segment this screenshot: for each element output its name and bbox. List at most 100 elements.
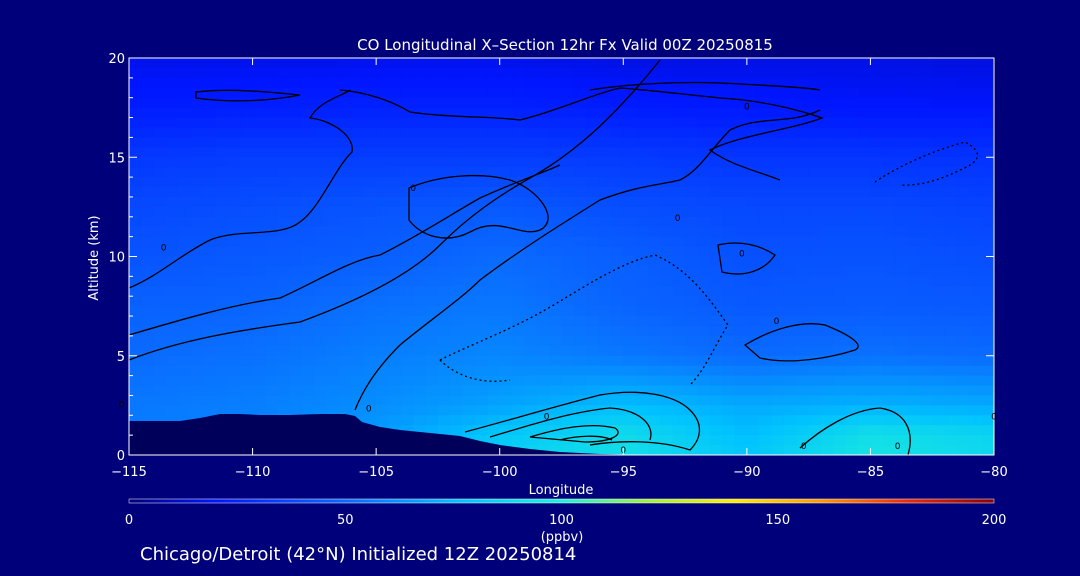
field-cell (499, 355, 513, 367)
field-cell (129, 157, 142, 168)
field-cell (722, 425, 736, 436)
field-cell (573, 415, 587, 426)
field-cell (672, 325, 686, 337)
field-cell (821, 177, 834, 188)
field-cell (376, 276, 390, 287)
field-cell (413, 236, 427, 248)
field-cell (932, 415, 946, 426)
field-cell (487, 256, 501, 268)
field-cell (264, 296, 278, 307)
field-cell (129, 256, 142, 268)
field-cell (512, 425, 526, 436)
field-cell (178, 157, 192, 168)
field-cell (660, 435, 674, 446)
field-cell (697, 157, 711, 168)
field-cell (944, 306, 958, 317)
field-cell (808, 177, 822, 188)
field-cell (623, 325, 637, 337)
field-cell (709, 246, 723, 258)
field-cell (969, 355, 983, 367)
field-cell (944, 246, 958, 258)
field-cell (808, 117, 822, 129)
field-cell (376, 67, 390, 79)
field-cell (697, 365, 711, 377)
field-cell (907, 365, 921, 377)
field-cell (388, 67, 402, 79)
field-cell (289, 375, 303, 387)
field-cell (573, 405, 587, 416)
field-cell (425, 296, 439, 307)
field-cell (166, 296, 180, 307)
field-cell (277, 355, 291, 367)
field-cell (845, 196, 859, 208)
field-cell (610, 157, 624, 168)
field-cell (240, 67, 254, 79)
field-cell (573, 335, 587, 347)
field-cell (462, 415, 476, 426)
field-cell (141, 345, 155, 357)
field-cell (462, 187, 476, 198)
field-cell (425, 365, 439, 377)
field-cell (437, 355, 451, 367)
field-cell (561, 236, 575, 248)
field-cell (215, 107, 229, 119)
field-cell (215, 187, 229, 198)
field-cell (746, 286, 760, 297)
field-cell (425, 286, 439, 297)
field-cell (722, 147, 736, 158)
field-cell (240, 58, 254, 69)
field-cell (339, 216, 353, 228)
field-cell (734, 157, 748, 168)
field-cell (302, 365, 315, 377)
field-cell (858, 107, 872, 119)
field-cell (969, 296, 983, 307)
field-cell (437, 127, 451, 139)
field-cell (264, 316, 278, 327)
field-cell (363, 405, 377, 416)
field-cell (277, 256, 291, 268)
field-cell (610, 196, 624, 208)
field-cell (252, 395, 266, 406)
field-cell (561, 196, 575, 208)
field-cell (635, 385, 649, 397)
field-cell (845, 335, 859, 347)
field-cell (302, 206, 315, 218)
field-cell (709, 405, 723, 416)
field-cell (586, 316, 600, 327)
field-cell (215, 276, 229, 287)
field-cell (919, 127, 933, 139)
field-cell (944, 405, 958, 416)
field-cell (264, 216, 278, 228)
field-cell (252, 306, 266, 317)
contour-label: 0 (739, 250, 745, 260)
field-cell (956, 206, 970, 218)
field-cell (339, 266, 353, 277)
field-cell (264, 77, 278, 89)
field-cell (672, 58, 686, 69)
field-cell (549, 58, 563, 69)
field-cell (425, 137, 439, 148)
field-cell (796, 266, 810, 277)
field-cell (845, 107, 859, 119)
field-cell (277, 157, 291, 168)
field-cell (759, 167, 773, 178)
field-cell (821, 77, 834, 89)
field-cell (771, 365, 785, 377)
field-cell (573, 177, 587, 188)
field-cell (326, 355, 340, 367)
field-cell (981, 117, 994, 129)
field-cell (450, 296, 464, 307)
field-cell (129, 316, 142, 327)
field-cell (178, 226, 192, 238)
field-cell (771, 415, 785, 426)
field-cell (437, 236, 451, 248)
field-cell (413, 365, 427, 377)
field-cell (734, 365, 748, 377)
field-cell (363, 67, 377, 79)
field-cell (252, 365, 266, 377)
field-cell (190, 375, 204, 387)
field-cell (932, 435, 946, 446)
field-cell (339, 206, 353, 218)
field-cell (746, 355, 760, 367)
field-cell (351, 127, 365, 139)
